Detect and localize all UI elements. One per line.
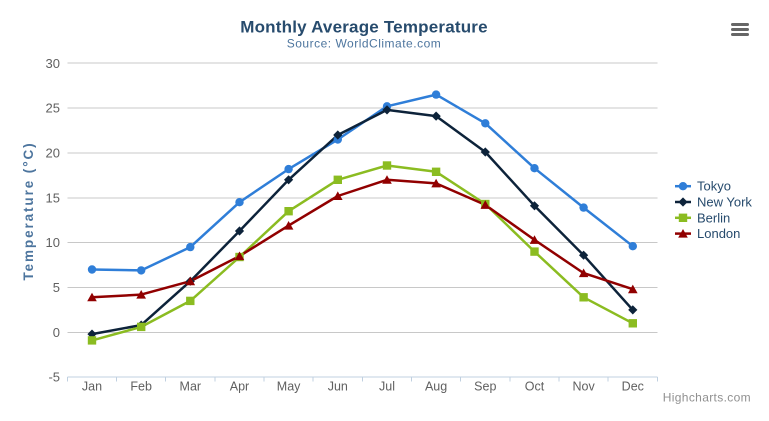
svg-text:-5: -5 xyxy=(48,370,60,385)
svg-text:Feb: Feb xyxy=(130,380,152,394)
svg-text:Highcharts.com: Highcharts.com xyxy=(663,391,751,405)
svg-text:New York: New York xyxy=(697,195,752,210)
svg-text:Sep: Sep xyxy=(474,380,496,394)
svg-text:Source: WorldClimate.com: Source: WorldClimate.com xyxy=(287,37,442,51)
svg-text:5: 5 xyxy=(53,280,60,295)
svg-text:May: May xyxy=(277,380,301,394)
svg-text:Jul: Jul xyxy=(379,380,395,394)
svg-text:Oct: Oct xyxy=(525,380,545,394)
svg-text:20: 20 xyxy=(46,146,60,161)
svg-text:Monthly Average Temperature: Monthly Average Temperature xyxy=(240,18,488,37)
svg-text:10: 10 xyxy=(46,235,60,250)
svg-text:Dec: Dec xyxy=(622,380,644,394)
svg-text:Jun: Jun xyxy=(328,380,348,394)
svg-text:30: 30 xyxy=(46,56,60,71)
svg-text:Jan: Jan xyxy=(82,380,102,394)
svg-text:25: 25 xyxy=(46,101,60,116)
svg-text:London: London xyxy=(697,226,740,241)
svg-text:Mar: Mar xyxy=(180,380,202,394)
svg-text:Tokyo: Tokyo xyxy=(697,179,731,194)
svg-text:Berlin: Berlin xyxy=(697,210,730,225)
svg-text:15: 15 xyxy=(46,190,60,205)
svg-text:Aug: Aug xyxy=(425,380,447,394)
svg-text:0: 0 xyxy=(53,325,60,340)
svg-text:Nov: Nov xyxy=(572,380,595,394)
svg-text:Apr: Apr xyxy=(230,380,249,394)
svg-text:Temperature (°C): Temperature (°C) xyxy=(21,141,36,280)
